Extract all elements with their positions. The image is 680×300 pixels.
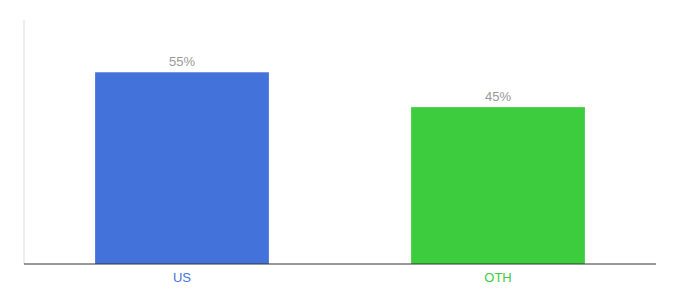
bar bbox=[411, 107, 585, 264]
x-tick-label: OTH bbox=[484, 270, 511, 285]
bar bbox=[95, 72, 269, 264]
data-label: 55% bbox=[169, 54, 195, 69]
x-tick-label: US bbox=[173, 270, 191, 285]
bars bbox=[95, 72, 585, 264]
y-axis-line bbox=[24, 20, 25, 264]
chart: US OTH 55% 45% bbox=[0, 0, 680, 300]
chart-container: US OTH 55% 45% bbox=[0, 0, 680, 300]
x-axis-line bbox=[24, 264, 656, 265]
data-label: 45% bbox=[485, 89, 511, 104]
